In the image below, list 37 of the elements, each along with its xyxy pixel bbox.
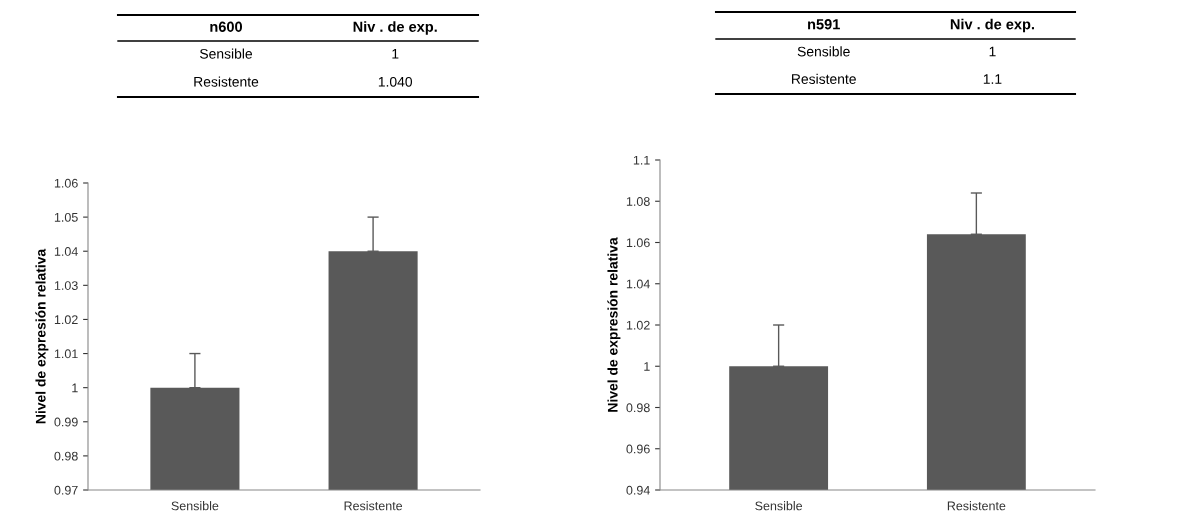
y-tick-label: 0.97 bbox=[54, 485, 78, 495]
y-tick-label: 1.08 bbox=[626, 197, 650, 206]
text: 1 bbox=[989, 46, 996, 57]
y-tick-label: 1 bbox=[644, 362, 650, 371]
text: 1.040 bbox=[378, 76, 413, 87]
x-tick-label: Sensible bbox=[171, 501, 219, 511]
text: Resistente bbox=[792, 73, 856, 84]
y-tick-label: 1.05 bbox=[54, 212, 78, 222]
y-axis-title: Nivel de expresión relativa bbox=[607, 237, 621, 412]
y-tick-label: 0.96 bbox=[626, 444, 650, 454]
y-tick-label: 0.99 bbox=[54, 417, 78, 427]
y-tick-label: 0.98 bbox=[626, 403, 650, 413]
text: Niv . de exp. bbox=[950, 18, 1034, 33]
text: n591 bbox=[808, 19, 840, 30]
y-tick-label: 0.94 bbox=[626, 485, 650, 495]
text: Sensible bbox=[199, 48, 253, 59]
y-tick-label: 1.02 bbox=[54, 315, 78, 325]
y-tick-label: 1.04 bbox=[54, 247, 78, 256]
y-tick-label: 1.06 bbox=[626, 238, 650, 248]
text: 1.1 bbox=[983, 74, 1002, 84]
x-tick-label: Resistente bbox=[344, 501, 403, 511]
text: n600 bbox=[210, 21, 243, 32]
text: Resistente bbox=[194, 76, 259, 87]
y-tick-label: 1.06 bbox=[54, 178, 78, 188]
text: Sensible bbox=[797, 46, 850, 57]
y-tick-label: 1 bbox=[72, 383, 78, 393]
y-tick-label: 1.1 bbox=[633, 155, 650, 165]
y-tick-label: 1.04 bbox=[626, 279, 650, 289]
y-tick-label: 1.01 bbox=[54, 349, 78, 359]
x-tick-label: Resistente bbox=[947, 501, 1006, 511]
y-axis-title: Nivel de expresión relativa bbox=[35, 248, 49, 424]
x-tick-label: Sensible bbox=[755, 501, 803, 511]
text: Niv . de exp. bbox=[353, 21, 437, 35]
y-tick-label: 1.02 bbox=[626, 320, 650, 330]
text: 1 bbox=[392, 49, 399, 59]
y-tick-label: 0.98 bbox=[54, 451, 78, 461]
y-tick-label: 1.03 bbox=[54, 281, 78, 290]
